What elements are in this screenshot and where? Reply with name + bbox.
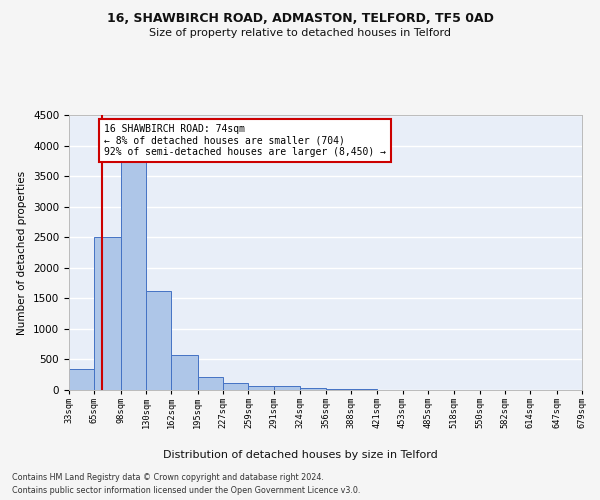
Bar (274, 386, 300, 390)
Text: 16 SHAWBIRCH ROAD: 74sqm
← 8% of detached houses are smaller (704)
92% of semi-d: 16 SHAWBIRCH ROAD: 74sqm ← 8% of detache… (104, 124, 386, 158)
Bar (172, 354, 197, 390)
Text: 16, SHAWBIRCH ROAD, ADMASTON, TELFORD, TF5 0AD: 16, SHAWBIRCH ROAD, ADMASTON, TELFORD, T… (107, 12, 493, 26)
Bar (94, 237, 121, 390)
Bar (197, 377, 223, 390)
Text: Contains public sector information licensed under the Open Government Licence v3: Contains public sector information licen… (12, 486, 361, 495)
Bar (300, 388, 326, 390)
Bar (69, 368, 94, 390)
Y-axis label: Number of detached properties: Number of detached properties (17, 170, 28, 334)
Bar (146, 291, 172, 390)
Bar (223, 384, 248, 390)
Text: Distribution of detached houses by size in Telford: Distribution of detached houses by size … (163, 450, 437, 460)
Bar (121, 161, 146, 390)
Bar (326, 389, 351, 390)
Bar (248, 386, 274, 390)
Text: Contains HM Land Registry data © Crown copyright and database right 2024.: Contains HM Land Registry data © Crown c… (12, 472, 324, 482)
Text: Size of property relative to detached houses in Telford: Size of property relative to detached ho… (149, 28, 451, 38)
